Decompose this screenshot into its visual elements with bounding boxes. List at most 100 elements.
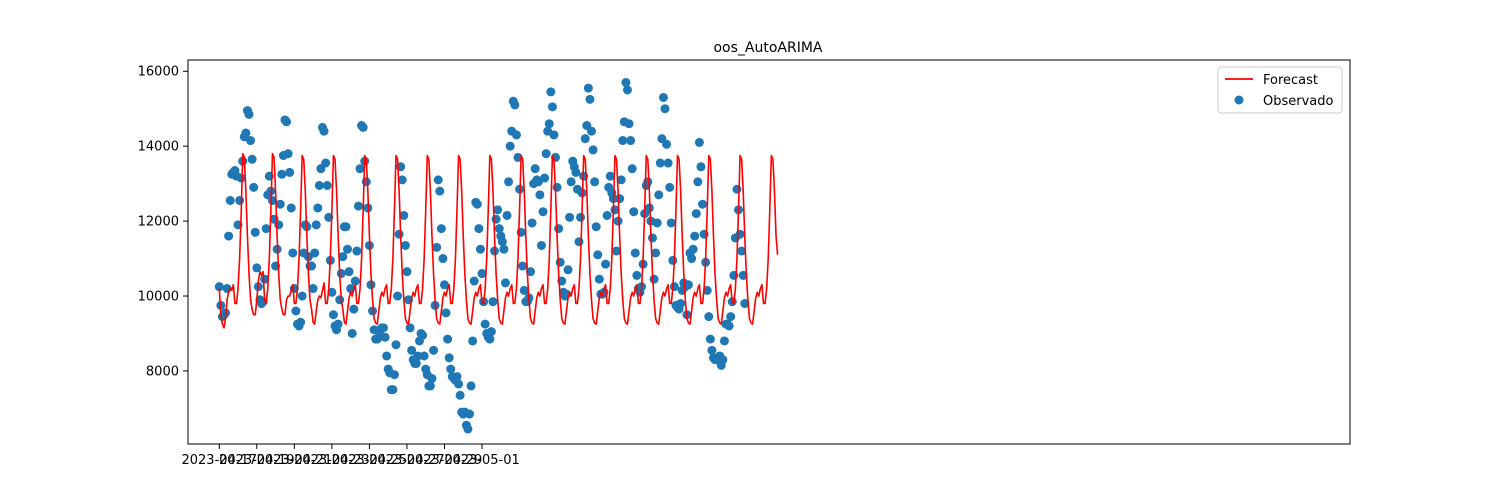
observado-point [286,203,296,213]
observado-point [554,224,564,234]
observado-point [310,248,320,258]
y-tick-label: 16000 [138,65,179,80]
observado-point [566,177,576,187]
observado-point [465,409,475,419]
observado-point [505,141,515,151]
x-tick-label: 2023-05-01 [444,453,520,468]
observado-point [694,137,704,147]
observado-point [418,330,428,340]
observado-point [314,181,324,190]
observado-point [432,242,442,252]
legend-observado-label: Observado [1263,94,1334,109]
observado-point [463,424,473,434]
observado-point [702,285,712,295]
observado-point [389,370,399,380]
observado-point [662,139,672,149]
observado-point [455,390,465,400]
observado-point [308,284,318,294]
x-tick-label: 2023-04-25 [332,453,408,468]
observado-point [535,190,545,200]
observado-point [571,167,581,177]
observado-point [580,134,590,144]
observado-point [719,336,729,346]
observado-point [511,130,521,140]
observado-point [698,199,708,209]
observado-point [267,195,277,205]
observado-point [283,149,293,159]
observado-point [732,184,742,194]
observado-point [601,259,611,269]
observado-point [427,373,437,383]
observado-point [690,231,700,241]
observado-point [438,254,448,264]
observado-point [297,291,307,301]
observado-point [738,270,748,280]
observado-point [726,312,736,322]
observado-point [344,267,354,277]
observado-point [368,306,378,316]
observado-point [500,278,510,288]
observado-point [669,282,679,292]
observado-point [632,270,642,280]
observado-point [246,136,256,146]
x-axis: 2023-04-172023-04-192023-04-212023-04-23… [181,444,520,468]
observado-point [252,263,262,273]
observado-point [504,177,514,187]
observado-point [740,299,750,309]
observado-point [691,209,701,219]
observado-point [576,212,586,222]
observado-point [435,186,445,196]
observado-point [583,83,593,93]
observado-point [494,224,504,234]
observado-point [486,327,496,337]
observado-point [510,100,520,110]
observado-point [544,119,554,129]
observado-point [333,319,343,329]
observado-point [497,237,507,247]
observado-point [654,190,664,200]
observado-point [419,351,429,361]
observado-point [249,182,259,192]
observado-point [549,130,559,140]
observado-point [241,128,251,138]
observado-point [378,323,388,333]
observado-point [574,237,584,247]
observado-point [452,372,462,382]
observado-point [627,164,637,174]
observado-point [526,267,535,277]
observado-point [322,181,332,190]
observado-point [399,210,409,220]
observado-point [288,248,298,258]
observado-point [585,94,595,104]
observado-point [591,222,601,232]
observado-point [225,195,235,205]
observado-point [319,126,329,136]
observado-point [235,195,245,205]
observado-point [369,325,379,335]
observado-point [244,109,254,119]
observado-point [480,319,490,329]
observado-point [718,355,728,365]
observado-point [668,255,678,265]
y-tick-label: 14000 [138,140,179,155]
observado-point [350,276,360,286]
observado-point [527,218,537,228]
observado-point [563,265,573,275]
observado-point [469,276,479,286]
observado-point [382,351,392,361]
observado-point [655,158,665,168]
observado-point [540,173,550,183]
observado-point [380,332,390,342]
observado-point [250,227,260,237]
observado-point [436,224,446,234]
observado-point [429,345,439,355]
observado-point [413,351,423,361]
observado-point [618,136,628,146]
observado-point [605,171,615,181]
y-tick-label: 12000 [138,215,179,230]
observado-point [519,285,529,295]
y-tick-label: 10000 [138,290,179,305]
observado-point [649,274,659,284]
observado-point [407,345,417,355]
